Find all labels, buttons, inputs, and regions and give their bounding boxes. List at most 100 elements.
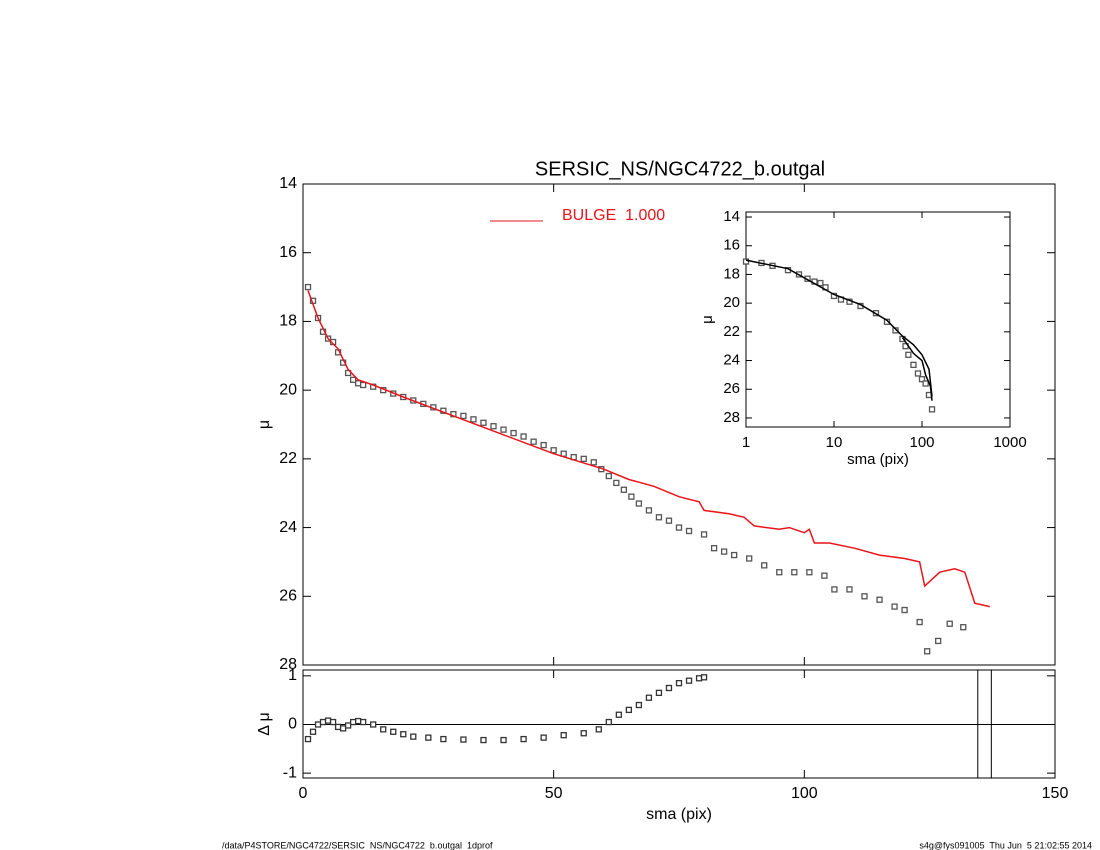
data-point	[675, 524, 683, 531]
data-point	[935, 637, 942, 645]
data-point	[901, 606, 908, 614]
data-point	[710, 545, 718, 552]
data-point	[791, 569, 798, 576]
data-point	[510, 429, 517, 437]
y-tick-label: 16	[279, 244, 297, 261]
data-point	[645, 694, 653, 701]
chart-title: SERSIC_NS/NGC4722_b.outgal	[535, 158, 825, 180]
y-tick-label: 22	[279, 450, 297, 467]
data-point	[806, 569, 813, 576]
y-tick-label: 18	[279, 313, 297, 330]
y-tick-label: 24	[723, 352, 740, 369]
data-point	[960, 624, 967, 631]
data-point	[354, 380, 362, 387]
y-tick-label: 28	[723, 409, 740, 426]
data-point	[625, 706, 633, 714]
y-axis-label: μ	[256, 420, 273, 429]
data-point	[595, 726, 602, 733]
x-tick-label: 0	[299, 785, 308, 802]
y-tick-label: 26	[723, 380, 740, 397]
x-axis-label: sma (pix)	[847, 451, 909, 468]
data-point	[480, 419, 487, 426]
data-point	[580, 455, 587, 463]
data-point	[615, 711, 622, 718]
data-point	[910, 361, 917, 369]
data-point	[360, 381, 367, 389]
y-tick-label: 14	[723, 208, 740, 225]
data-point	[892, 327, 899, 334]
data-point	[550, 447, 557, 454]
data-point	[928, 406, 936, 413]
data-point	[349, 376, 357, 383]
footer-right: s4g@fys091005 Thu Jun 5 21:02:55 2014	[919, 840, 1092, 850]
data-point	[580, 730, 587, 737]
data-point	[914, 370, 922, 377]
data-point	[500, 736, 507, 744]
data-point	[304, 735, 312, 743]
data-point	[460, 736, 467, 743]
y-tick-label: 18	[723, 265, 740, 282]
data-point	[700, 674, 708, 681]
data-point	[922, 380, 929, 387]
y-axis-label: μ	[699, 315, 716, 324]
data-point	[400, 731, 407, 738]
data-point	[685, 677, 693, 684]
data-point	[831, 586, 838, 593]
data-point	[635, 500, 643, 507]
data-point	[520, 735, 527, 743]
data-point	[924, 648, 931, 655]
data-point	[891, 603, 898, 610]
x-tick-label: 100	[909, 434, 934, 451]
data-point	[390, 728, 397, 735]
x-tick-label: 150	[1042, 785, 1069, 802]
data-point	[324, 717, 332, 724]
data-point	[520, 433, 527, 440]
x-axis-label: sma (pix)	[646, 806, 712, 823]
data-point	[380, 726, 387, 733]
y-tick-label: 1	[288, 667, 297, 684]
y-tick-label: 26	[279, 588, 297, 605]
data-point	[410, 733, 417, 740]
data-point	[530, 438, 537, 445]
data-point	[620, 486, 628, 493]
data-point	[846, 586, 853, 593]
y-axis-label: Δ μ	[256, 712, 273, 735]
y-tick-label: 22	[723, 323, 740, 340]
y-tick-label: -1	[283, 764, 297, 781]
data-point	[500, 426, 507, 433]
y-tick-label: 20	[279, 381, 297, 398]
data-point	[905, 351, 912, 358]
data-point	[360, 718, 367, 726]
data-point	[817, 279, 824, 287]
data-point	[861, 593, 868, 600]
data-point	[319, 718, 327, 726]
data-point	[605, 718, 612, 726]
plot-frame	[302, 183, 1056, 666]
data-point	[720, 548, 728, 555]
y-tick-label: 28	[279, 656, 297, 673]
data-point	[590, 459, 597, 466]
data-point	[628, 493, 635, 500]
data-point	[655, 689, 663, 697]
y-tick-label: 0	[288, 716, 297, 733]
data-point	[883, 318, 891, 325]
data-point	[645, 507, 653, 514]
data-point	[821, 572, 828, 579]
data-point	[339, 725, 347, 732]
legend-label: BULGE 1.000	[562, 207, 665, 224]
data-point	[425, 734, 432, 741]
data-point	[742, 258, 750, 265]
data-point	[605, 472, 612, 480]
data-point	[334, 723, 342, 731]
data-point	[675, 679, 683, 687]
data-point	[700, 531, 708, 538]
x-tick-label: 10	[826, 434, 843, 451]
data-point	[665, 517, 673, 524]
data-point	[746, 555, 753, 562]
data-point	[946, 620, 953, 627]
data-point	[655, 514, 663, 521]
data-point	[685, 527, 693, 535]
data-point	[560, 450, 567, 457]
data-point	[329, 718, 337, 726]
